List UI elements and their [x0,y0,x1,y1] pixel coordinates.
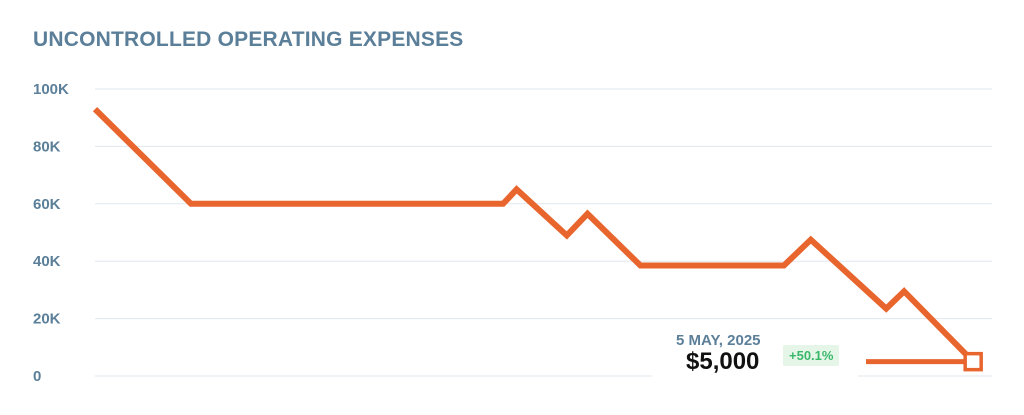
series-line [92,106,976,364]
y-tick-label: 60K [33,196,61,213]
grid-layer [95,88,992,377]
highlight-date: 5 MAY, 2025 [676,332,761,349]
y-tick-label: 80K [33,138,61,155]
y-tick-label: 0 [33,368,41,385]
y-tick-label: 100K [33,81,69,98]
y-tick-label: 20K [33,311,61,328]
end-point-marker [963,351,983,372]
series-layer [92,106,976,364]
highlight-change-badge: +50.1% [783,345,840,366]
y-tick-label: 40K [33,253,61,270]
chart-title: UNCONTROLLED OPERATING EXPENSES [33,28,464,51]
highlight-value: $5,000 [686,348,760,375]
y-axis-ticks: 100K 80K 60K 40K 20K 0 [33,81,69,385]
